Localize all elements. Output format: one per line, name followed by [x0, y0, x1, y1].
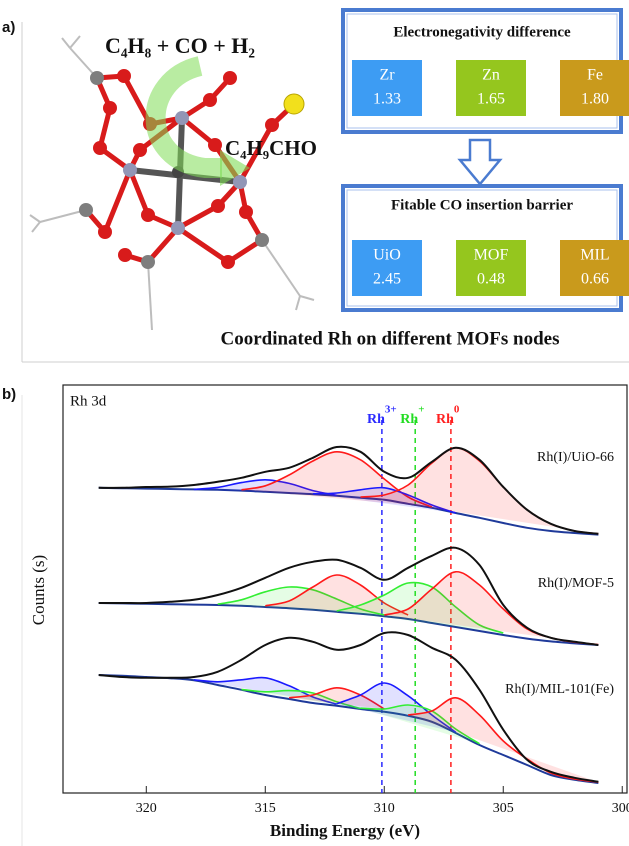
tile-value: 1.33: [373, 91, 401, 108]
x-axis-label: Binding Energy (eV): [270, 821, 420, 840]
tile-value: 1.80: [581, 91, 609, 108]
spectrum-label: Rh(I)/MIL-101(Fe): [505, 682, 614, 697]
marker-superscript: 3+: [385, 404, 397, 416]
marker-superscript: +: [418, 404, 424, 416]
panel-label: b): [2, 386, 16, 403]
tile-label: Zr: [379, 67, 395, 84]
spectrum-label: Rh(I)/UiO-66: [537, 450, 614, 465]
chart-title: Rh 3d: [70, 393, 107, 409]
tile-label: Fe: [587, 67, 603, 84]
product: C₄H₉CHO: [225, 136, 317, 160]
down-arrow: [460, 140, 500, 184]
panel-label: a): [2, 19, 15, 36]
molecule: [30, 36, 314, 330]
reactants: C₄H₈ + CO + H₂: [105, 33, 255, 58]
tile-label: Zn: [482, 67, 500, 84]
x-tick-label: 315: [255, 801, 276, 816]
tile-value: 0.48: [477, 271, 505, 288]
marker-superscript: 0: [454, 404, 460, 416]
figure: a) b): [0, 0, 629, 846]
box-title: Electronegativity difference: [393, 24, 571, 40]
caption: Coordinated Rh on different MOFs nodes: [220, 328, 559, 349]
marker-label: Rh: [436, 412, 454, 427]
tile-label: MOF: [474, 247, 509, 264]
x-tick-label: 320: [136, 801, 157, 816]
tile-label: MIL: [580, 247, 609, 264]
spectrum-label: Rh(I)/MOF-5: [538, 576, 614, 591]
marker-label: Rh: [400, 412, 418, 427]
box-title: Fitable CO insertion barrier: [391, 197, 573, 213]
x-tick-label: 300: [612, 801, 629, 816]
x-tick-label: 310: [374, 801, 395, 816]
tile-value: 2.45: [373, 271, 401, 288]
tile-label: UiO: [373, 247, 401, 264]
y-axis-label: Counts (s): [29, 555, 48, 625]
page: {"panel_a": {"label": "a)", "reactants":…: [0, 0, 629, 846]
x-tick-label: 305: [493, 801, 514, 816]
marker-label: Rh: [367, 412, 385, 427]
tile-value: 1.65: [477, 91, 505, 108]
tile-value: 0.66: [581, 271, 609, 288]
